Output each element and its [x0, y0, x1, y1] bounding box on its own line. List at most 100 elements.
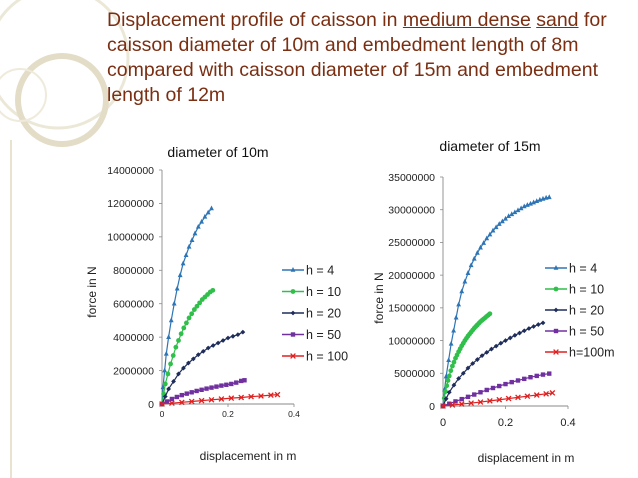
data-point	[447, 401, 452, 406]
data-point	[474, 249, 480, 255]
data-point	[472, 392, 477, 397]
legend-entry: h = 50	[282, 328, 341, 342]
y-tick-label: 25000000	[388, 237, 435, 249]
data-point	[214, 384, 219, 389]
data-point	[478, 390, 483, 395]
data-point	[547, 371, 552, 376]
data-point	[506, 213, 512, 219]
y-tick-label: 20000000	[388, 270, 435, 282]
data-point	[238, 394, 245, 401]
data-point	[443, 396, 449, 402]
data-point	[531, 199, 537, 205]
slide-title-part: for caisson diameter of 10m and embedmen…	[107, 9, 607, 106]
y-axis-label: force in N	[85, 266, 99, 317]
data-point	[524, 202, 530, 207]
data-point	[474, 357, 480, 362]
legend-entry: h = 4	[545, 262, 597, 276]
data-point	[189, 311, 195, 317]
data-point	[497, 383, 502, 389]
data-point	[479, 353, 485, 359]
data-point	[170, 353, 176, 358]
decor-ring-small	[0, 68, 47, 122]
legend-marker	[553, 265, 559, 270]
data-point	[230, 333, 236, 339]
x-tick-label: 0.4	[560, 417, 575, 429]
chart-2: diameter of 15m 0 5000000 10000000 15000000 2…	[372, 138, 615, 465]
data-point	[166, 386, 171, 392]
legend-entry: h=100m	[545, 346, 615, 360]
data-point	[177, 272, 183, 278]
data-point	[484, 387, 489, 393]
data-point	[490, 227, 496, 233]
series-h-20	[440, 320, 546, 409]
data-point	[496, 396, 503, 403]
data-point	[503, 338, 508, 343]
legend-marker	[553, 349, 559, 355]
data-point	[451, 382, 457, 388]
data-point	[528, 200, 533, 206]
data-point	[471, 255, 477, 261]
data-point	[515, 394, 521, 401]
data-point	[188, 398, 195, 405]
data-point	[199, 218, 204, 224]
data-point	[440, 403, 446, 409]
data-point	[478, 244, 483, 250]
data-point	[180, 260, 186, 266]
data-point	[528, 375, 533, 380]
data-point	[190, 356, 196, 362]
data-point	[468, 262, 474, 268]
series-h-50	[440, 371, 552, 409]
data-point	[449, 363, 455, 369]
legend-label: h = 50	[306, 328, 341, 342]
data-point	[166, 334, 171, 339]
data-point	[526, 326, 532, 331]
data-point	[176, 338, 181, 343]
data-point	[198, 397, 205, 404]
slide-title: Displacement profile of caisson in mediu…	[107, 8, 627, 108]
data-point	[184, 391, 189, 396]
legend-label: h = 4	[569, 262, 597, 276]
data-point	[200, 348, 206, 354]
data-point	[531, 324, 537, 329]
series-h-10	[440, 311, 493, 409]
data-point	[446, 389, 452, 395]
data-point	[509, 211, 515, 217]
slide-title-part: Displacement profile of caisson in	[107, 9, 403, 31]
data-point	[459, 288, 465, 294]
data-point	[248, 393, 254, 400]
data-point	[224, 382, 229, 387]
data-point	[498, 340, 504, 346]
data-point	[470, 361, 476, 366]
data-point	[507, 335, 513, 341]
data-point	[202, 213, 208, 219]
data-point	[240, 329, 246, 335]
y-tick-label: 15000000	[388, 303, 435, 315]
data-point	[512, 332, 518, 338]
legend-marker	[553, 286, 559, 292]
data-point	[499, 218, 505, 224]
x-axis-label: displacement in m	[200, 449, 297, 463]
data-point	[515, 378, 521, 383]
data-point	[181, 365, 186, 371]
data-point	[493, 224, 499, 230]
x-tick-label: 0	[160, 409, 165, 419]
data-point	[186, 243, 192, 249]
data-point	[225, 335, 231, 341]
data-point	[456, 301, 462, 307]
data-point	[171, 300, 177, 306]
data-point	[512, 209, 518, 215]
data-point	[183, 252, 189, 258]
legend-label: h = 20	[569, 304, 604, 318]
data-point	[215, 340, 221, 346]
y-tick-label: 0	[148, 399, 154, 411]
data-point	[174, 394, 180, 400]
data-point	[195, 223, 201, 229]
data-point	[521, 203, 527, 209]
data-point	[540, 320, 546, 326]
data-point	[205, 345, 211, 351]
legend-marker	[290, 353, 296, 359]
y-tick-label: 10000000	[388, 335, 435, 347]
chart-title: diameter of 15m	[439, 138, 540, 154]
data-point	[451, 359, 457, 365]
